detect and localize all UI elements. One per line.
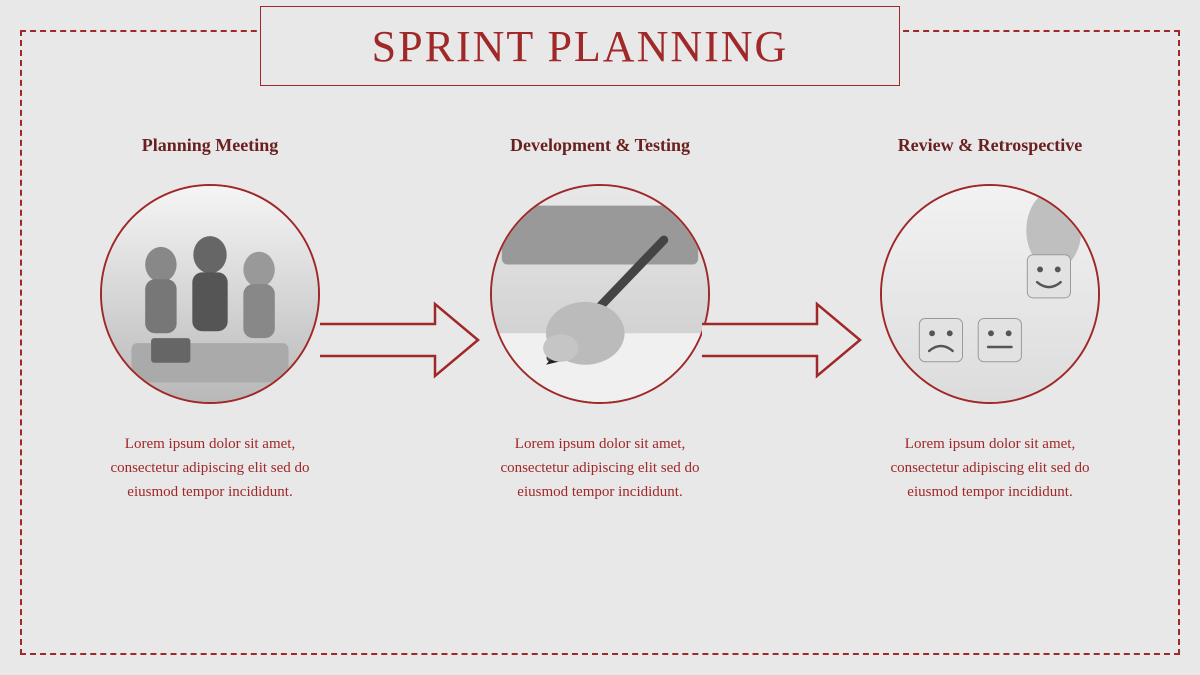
steps-row: Planning Meeting (80, 135, 1120, 504)
step-image-circle (490, 184, 710, 404)
step-heading: Development & Testing (510, 135, 690, 156)
step-body: Lorem ipsum dolor sit amet, consectetur … (95, 432, 325, 504)
step-image-circle (100, 184, 320, 404)
flow-arrow-icon (320, 300, 480, 380)
step-development: Development & Testing Lor (470, 135, 730, 504)
step-planning: Planning Meeting (80, 135, 340, 504)
step-body: Lorem ipsum dolor sit amet, consectetur … (485, 432, 715, 504)
step-body: Lorem ipsum dolor sit amet, consectetur … (875, 432, 1105, 504)
flow-arrow-icon (702, 300, 862, 380)
emotion-blocks-feedback-icon (882, 186, 1098, 402)
page-title: SPRINT PLANNING (372, 21, 789, 72)
step-heading: Review & Retrospective (898, 135, 1083, 156)
team-meeting-handshake-icon (102, 186, 318, 402)
step-image-circle (880, 184, 1100, 404)
step-review: Review & Retrospective (860, 135, 1120, 504)
title-box: SPRINT PLANNING (260, 6, 900, 86)
step-heading: Planning Meeting (142, 135, 279, 156)
hand-writing-pen-icon (492, 186, 708, 402)
